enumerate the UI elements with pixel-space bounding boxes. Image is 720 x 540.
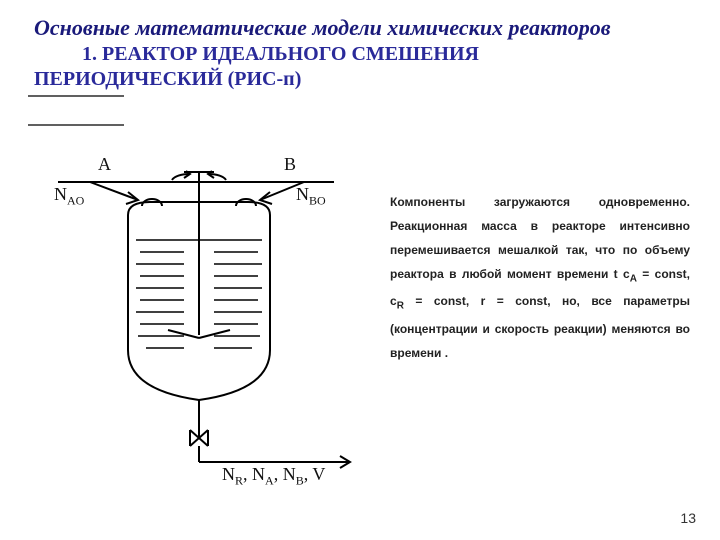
- explanation-text: Компоненты загружаются одновременно. Реа…: [390, 190, 690, 365]
- slide-title: Основные математические модели химически…: [34, 14, 684, 92]
- label-NAO: NAO: [54, 184, 84, 209]
- page-number: 13: [680, 510, 696, 526]
- label-NBO: NBO: [296, 184, 326, 209]
- label-B: B: [284, 154, 296, 175]
- label-A: A: [98, 154, 111, 175]
- title-sub-line2: ПЕРИОДИЧЕСКИЙ (РИС-п): [34, 67, 684, 92]
- label-outlet: NR, NA, NB, V: [222, 464, 325, 489]
- reactor-diagram: A B NAO NBO NR, NA, NB, V: [50, 160, 370, 490]
- title-rule-top: [28, 95, 124, 97]
- title-sub-line1: 1. РЕАКТОР ИДЕАЛЬНОГО СМЕШЕНИЯ: [34, 42, 684, 67]
- reactor-svg: [50, 160, 370, 490]
- title-rule-bottom: [28, 124, 124, 126]
- title-main: Основные математические модели химически…: [34, 14, 684, 42]
